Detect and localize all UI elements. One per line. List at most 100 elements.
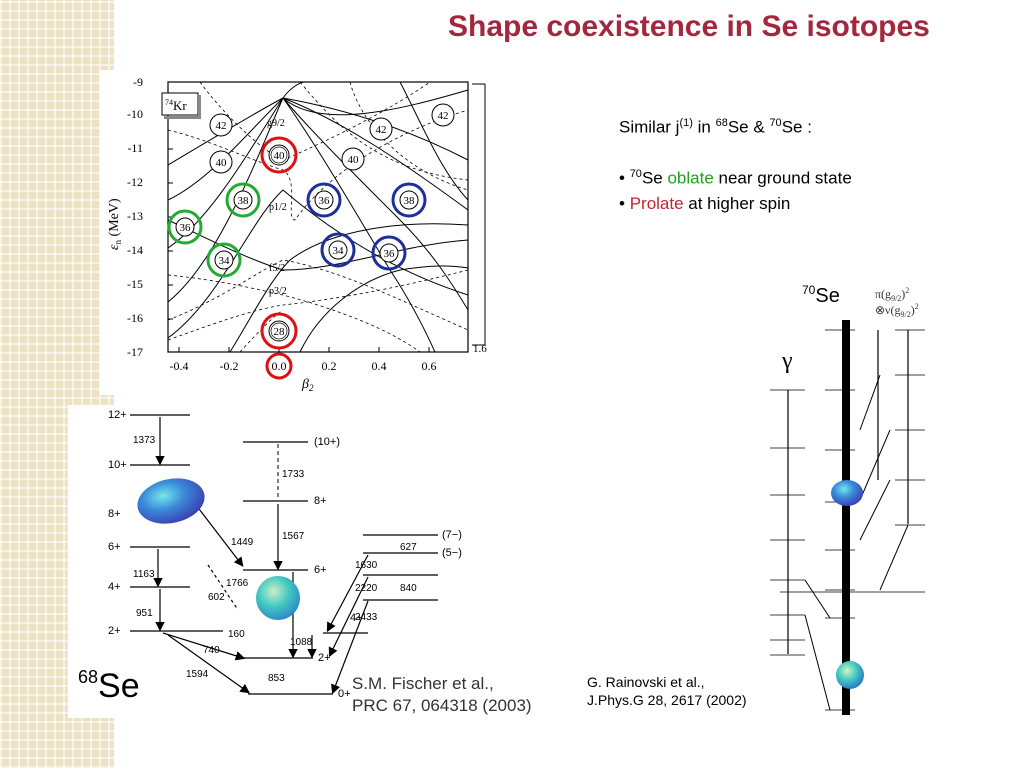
svg-text:42: 42 — [216, 120, 227, 132]
transition-label: 1373 — [133, 435, 156, 446]
mass-70: 70 — [769, 117, 782, 129]
oblate-shape-image — [831, 480, 863, 506]
se70-reference: G. Rainovski et al., J.Phys.G 28, 2617 (… — [587, 673, 747, 709]
level-label: (10+) — [314, 436, 340, 448]
yrast-band — [842, 320, 850, 715]
gap-42-mid: 42 — [369, 117, 393, 141]
bullet-prolate-tail: at higher spin — [683, 194, 791, 214]
se70-level-scheme: 70Se π(g9/2)2 ⊗ν(g9/2)2 γ — [760, 280, 935, 720]
svg-text:34: 34 — [219, 255, 231, 267]
mass-68: 68 — [715, 117, 728, 129]
intro-se70: Se : — [781, 117, 812, 137]
se-label: Se — [641, 168, 668, 188]
level-label: 4+ — [108, 581, 121, 593]
x-axis-label: β2 — [301, 377, 314, 393]
intro-se68: Se & — [727, 117, 770, 137]
svg-text:38: 38 — [404, 195, 416, 207]
gap-42-right: 42 — [431, 103, 455, 127]
y-tick: -16 — [127, 311, 143, 325]
gap-38-green: 38 — [225, 182, 261, 218]
y-tick: -13 — [127, 209, 143, 223]
decorative-sidebar — [0, 0, 114, 768]
level-label: 8+ — [314, 495, 327, 507]
orbital-label: p3/2 — [269, 286, 287, 297]
gap-42-left: 42 — [209, 113, 233, 137]
transition-label: 2433 — [355, 612, 378, 623]
svg-text:42: 42 — [376, 124, 387, 136]
level-label: 10+ — [108, 459, 127, 471]
oblate-word: oblate — [667, 168, 714, 188]
slide-title: Shape coexistence in Se isotopes — [448, 10, 930, 43]
gamma-band-label: γ — [781, 348, 793, 374]
orbital-label: p1/2 — [269, 202, 287, 213]
svg-text:38: 38 — [238, 195, 250, 207]
x-tick: 0.2 — [322, 359, 337, 373]
config-pi: π(g9/2)2 — [875, 286, 909, 303]
gap-36-blue: 36 — [306, 182, 342, 218]
transition-label: 1733 — [282, 469, 305, 480]
level-label: 4+ — [350, 612, 363, 624]
y-tick: -9 — [133, 75, 143, 89]
gap-34-green: 34 — [206, 242, 242, 278]
se68-reference-line2: PRC 67, 064318 (2003) — [352, 696, 532, 715]
transition-label: 840 — [400, 583, 417, 594]
gap-40-right: 40 — [341, 147, 365, 171]
gap-28-red: 28 — [260, 312, 298, 350]
y-tick: -12 — [127, 175, 143, 189]
gap-36-blue-low: 36 — [371, 235, 407, 271]
bullet-prolate: • Prolate at higher spin — [619, 191, 852, 217]
bullet-oblate-tail: near ground state — [713, 168, 852, 188]
level-label: 2+ — [318, 652, 331, 664]
se68-isotope-label: 68Se — [78, 667, 140, 705]
y-tick: -14 — [127, 243, 143, 257]
x-tick: 0.6 — [422, 359, 437, 373]
level-label: 0+ — [338, 688, 351, 700]
svg-text:42: 42 — [438, 110, 449, 122]
bullet-dot: • — [619, 194, 630, 214]
level-label: 12+ — [108, 409, 127, 421]
svg-text:36: 36 — [384, 248, 396, 260]
orbital-label: g9/2 — [267, 118, 285, 129]
svg-text:34: 34 — [333, 245, 345, 257]
gap-40-left: 40 — [209, 150, 233, 174]
transition-label: 2220 — [355, 583, 378, 594]
oblate-shape-image — [137, 478, 205, 524]
level-label: 6+ — [314, 564, 327, 576]
y-axis-label: εn (MeV) — [107, 198, 123, 250]
x-tick: -0.4 — [170, 359, 189, 373]
svg-text:36: 36 — [319, 195, 331, 207]
spherical-shape-image — [256, 576, 300, 620]
intro-line: Similar j(1) in 68Se & 70Se : — [619, 110, 852, 141]
gap-38-blue: 38 — [391, 182, 427, 218]
x-tick: 0.0 — [272, 359, 287, 373]
transition-label: 1766 — [226, 578, 249, 589]
transition-label: 1630 — [355, 560, 378, 571]
svg-text:28: 28 — [274, 326, 286, 338]
svg-text:36: 36 — [180, 222, 192, 234]
transition-label: 1594 — [186, 669, 209, 680]
transition-label: 1088 — [290, 637, 313, 648]
intro-in: in — [692, 117, 716, 137]
bullet-dot: • — [619, 168, 630, 188]
x-tick: 0.4 — [372, 359, 387, 373]
gap-40-red: 40 — [260, 136, 298, 174]
y-tick: -10 — [127, 107, 143, 121]
gap-34-blue: 34 — [320, 232, 356, 268]
y-tick: -17 — [127, 345, 143, 359]
svg-text:40: 40 — [216, 157, 228, 169]
beta-zero-highlight — [265, 352, 293, 380]
nilsson-diagram: 1.6 -9 -10 -11 -12 -13 -14 -15 -16 -17 -… — [100, 70, 510, 395]
level-label: 6+ — [108, 541, 121, 553]
transition-label: 627 — [400, 542, 417, 553]
bullet-oblate: • 70Se oblate near ground state — [619, 161, 852, 192]
level-label: 2+ — [108, 625, 121, 637]
transition-label: 1449 — [231, 537, 254, 548]
gap-36-green: 36 — [167, 209, 203, 245]
se70-reference-line1: G. Rainovski et al., — [587, 674, 705, 690]
transition-label: 853 — [268, 673, 285, 684]
svg-text:40: 40 — [348, 154, 360, 166]
intro-text: Similar j — [619, 117, 680, 137]
transition-label: 951 — [136, 608, 153, 619]
transition-label: 1567 — [282, 531, 305, 542]
spherical-shape-image — [836, 661, 864, 689]
